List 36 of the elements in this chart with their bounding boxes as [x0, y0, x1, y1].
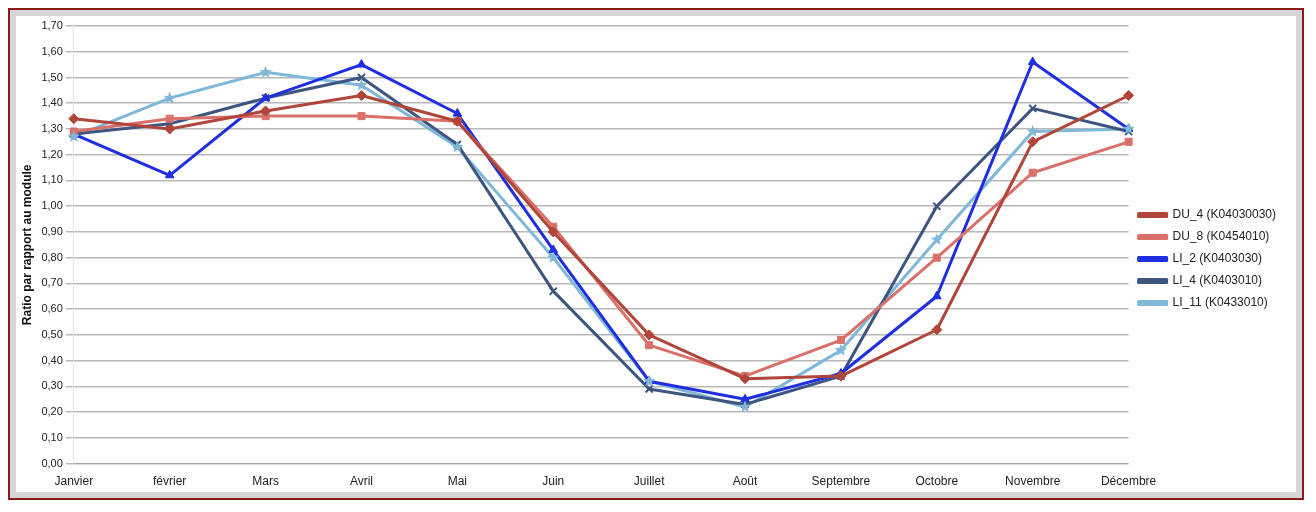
legend-label: LI_4 (K0403010): [1172, 273, 1263, 288]
y-tick-label: 0,80: [41, 250, 63, 263]
y-tick-label: 0,70: [41, 276, 63, 289]
y-tick-label: 1,70: [41, 19, 63, 32]
x-tick-label: Septembre: [811, 474, 871, 489]
y-tick-label: 0,90: [41, 224, 63, 237]
legend-label: LI_11 (K0433010): [1172, 295, 1268, 310]
y-tick-label: 1,20: [41, 147, 63, 160]
legend-label: DU_4 (K04030030): [1172, 207, 1277, 222]
y-tick-label: 0,00: [41, 456, 63, 469]
y-tick-label: 0,40: [41, 353, 63, 366]
y-tick-label: 0,30: [41, 379, 63, 392]
x-tick-label: Août: [732, 474, 759, 489]
y-tick-label: 0,10: [41, 430, 63, 443]
x-tick-label: février: [153, 474, 187, 489]
x-tick-label: Avril: [349, 474, 374, 489]
y-tick-label: 0,60: [41, 302, 63, 315]
x-tick-label: Juin: [542, 474, 565, 489]
legend-label: DU_8 (K0454010): [1172, 229, 1270, 244]
x-tick-label: Juillet: [633, 474, 666, 489]
y-axis-title: Ratio par rapport au module: [19, 164, 34, 326]
x-tick-label: Décembre: [1100, 474, 1157, 489]
x-tick-label: Mars: [252, 474, 279, 489]
y-tick-label: 0,20: [41, 405, 63, 418]
x-tick-label: Mai: [447, 474, 468, 489]
x-tick-label: Novembre: [1005, 474, 1061, 489]
y-tick-label: 1,50: [41, 70, 63, 83]
y-tick-label: 1,60: [41, 44, 63, 57]
y-tick-label: 1,00: [41, 199, 63, 212]
y-tick-label: 0,50: [41, 327, 63, 340]
x-tick-label: Janvier: [54, 474, 94, 489]
y-tick-label: 1,30: [41, 122, 63, 134]
y-tick-label: 1,40: [41, 96, 63, 109]
legend-label: LI_2 (K0403030): [1172, 251, 1263, 266]
x-tick-label: Octobre: [915, 474, 959, 489]
y-tick-label: 1,10: [41, 173, 63, 186]
